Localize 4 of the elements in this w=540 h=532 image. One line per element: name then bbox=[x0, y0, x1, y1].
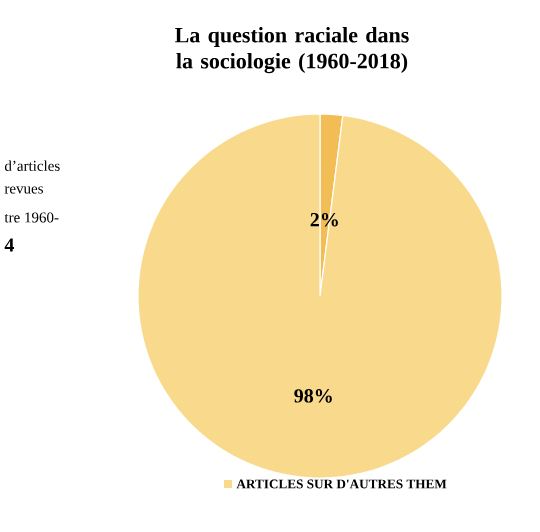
data-label: 2% bbox=[310, 212, 338, 227]
text: 4 bbox=[4, 238, 15, 252]
chart-title: La question raciale dans la sociologie (1960-2018) bbox=[175, 27, 409, 74]
data-label: 98% bbox=[294, 389, 332, 403]
